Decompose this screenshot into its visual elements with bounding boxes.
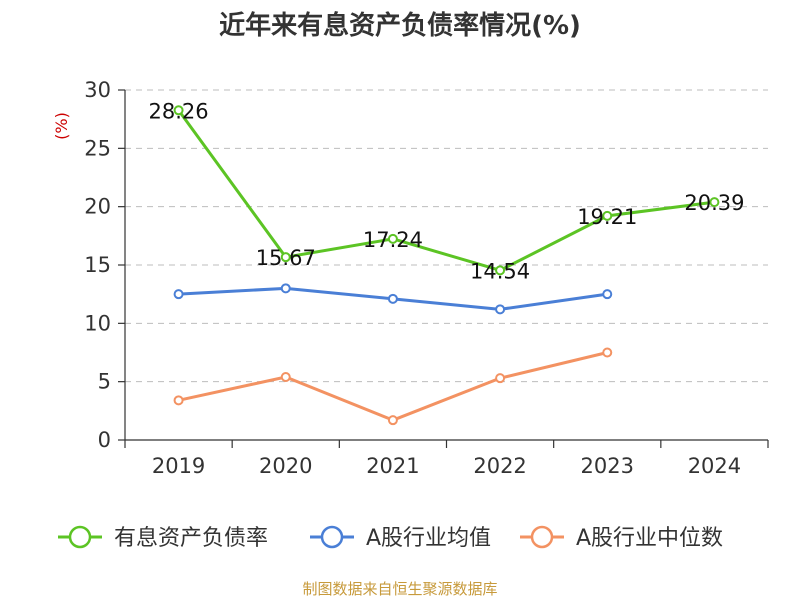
y-tick-label: 10: [84, 311, 111, 335]
legend-marker-icon: [320, 525, 344, 549]
data-point[interactable]: [173, 395, 184, 406]
source-note: 制图数据来自恒生聚源数据库: [302, 580, 497, 598]
series-line: [177, 109, 715, 272]
data-point[interactable]: [709, 197, 720, 208]
series-layer: [173, 105, 720, 426]
data-point[interactable]: [173, 105, 184, 116]
data-point[interactable]: [280, 283, 291, 294]
legend-label: 有息资产负债率: [114, 526, 268, 551]
legend-item[interactable]: A股行业中位数: [520, 525, 723, 551]
data-label: 14.54: [470, 259, 530, 283]
grid-lines: [125, 89, 768, 383]
data-point[interactable]: [387, 293, 398, 304]
y-tick-label: 25: [84, 136, 111, 160]
data-point[interactable]: [173, 289, 184, 300]
x-tick-label: 2023: [581, 454, 634, 478]
y-tick-label: 5: [98, 370, 111, 394]
y-tick-label: 0: [98, 428, 111, 452]
chart-title: 近年来有息资产负债率情况(%): [219, 10, 581, 41]
axes: 0 5 10 15 20 25 30 2019 2020 2021 2022 2023 2024: [84, 78, 769, 478]
legend-item[interactable]: A股行业均值: [310, 525, 491, 551]
x-tick-label: 2024: [688, 454, 741, 478]
data-label: 15.67: [256, 246, 316, 270]
data-point[interactable]: [602, 210, 613, 221]
x-tick-label: 2021: [366, 454, 419, 478]
data-point[interactable]: [280, 252, 291, 263]
series-line: [178, 351, 608, 422]
legend[interactable]: 有息资产负债率 A股行业均值 A股行业中位数: [58, 525, 723, 551]
data-label: 28.26: [149, 99, 209, 123]
data-label: 19.21: [577, 205, 637, 229]
data-point[interactable]: [387, 233, 398, 244]
data-point[interactable]: [495, 373, 506, 384]
legend-label: A股行业均值: [366, 526, 491, 551]
y-axis-label: (%): [52, 112, 71, 140]
data-point[interactable]: [602, 347, 613, 358]
y-tick-label: 15: [84, 253, 111, 277]
data-point[interactable]: [495, 265, 506, 276]
x-tick-label: 2019: [152, 454, 205, 478]
data-labels: 28.26 15.67 17.24 14.54 19.21 20.39: [149, 99, 745, 283]
x-tick-label: 2020: [259, 454, 312, 478]
y-tick-label: 20: [84, 195, 111, 219]
data-point[interactable]: [602, 289, 613, 300]
x-tick-label: 2022: [473, 454, 526, 478]
legend-label: A股行业中位数: [576, 526, 723, 551]
legend-marker-icon: [68, 525, 92, 549]
data-point[interactable]: [280, 372, 291, 382]
data-label: 17.24: [363, 228, 423, 252]
y-tick-label: 30: [84, 78, 111, 102]
legend-marker-icon: [530, 525, 554, 549]
data-label: 20.39: [684, 191, 744, 215]
data-point[interactable]: [495, 304, 506, 315]
data-point[interactable]: [387, 415, 398, 426]
legend-item[interactable]: 有息资产负债率: [58, 525, 268, 551]
